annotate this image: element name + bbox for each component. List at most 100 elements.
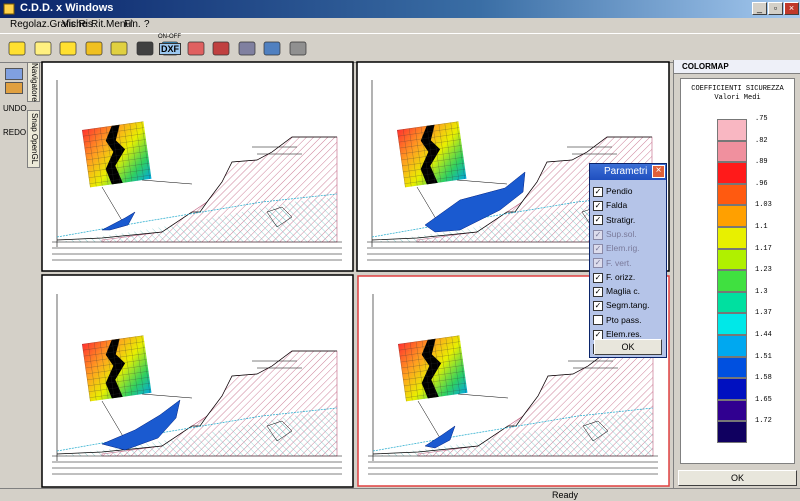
checkbox-item[interactable]: ✓ F. orizz.	[593, 271, 635, 283]
polygon	[424, 425, 456, 449]
app-icon	[3, 3, 15, 15]
dialog-ok[interactable]: OK	[594, 339, 662, 355]
color-swatch	[717, 248, 747, 271]
color-swatch	[717, 399, 747, 422]
tool-icon	[110, 41, 128, 56]
menu-item[interactable]: ?	[144, 19, 150, 30]
status-text: Ready	[552, 490, 579, 500]
panel-1[interactable]	[41, 61, 354, 272]
tool-icon	[187, 41, 204, 56]
window-title: C.D.D. x Windows	[20, 2, 114, 14]
sidebar-button[interactable]: REDO	[3, 128, 27, 137]
colormap-title: COEFFICIENTI SICUREZZA	[691, 85, 784, 93]
checkbox-label: Maglia c.	[606, 286, 641, 297]
level-label: 1.1	[755, 223, 768, 231]
checkbox-label: F. orizz.	[606, 271, 636, 282]
tool-button[interactable]	[210, 37, 232, 59]
checkbox[interactable]: ✓	[593, 201, 603, 212]
menu-item[interactable]: Regolaz.Grafiche	[10, 19, 88, 30]
checkbox-label: Pto pass.	[606, 314, 642, 325]
checkbox: ✓	[593, 243, 603, 254]
tool-button[interactable]	[134, 37, 156, 59]
menu-item[interactable]: Vis.Ris.	[62, 19, 96, 30]
toolbar-label: DXF	[159, 43, 181, 55]
menu-item[interactable]: Rit.Menu'	[91, 19, 133, 30]
menu-item[interactable]: Fin.	[124, 19, 141, 30]
minimize-button[interactable]: _	[752, 2, 767, 15]
rect	[85, 41, 102, 56]
level-label: 1.23	[755, 266, 772, 275]
tool-icon	[59, 41, 77, 56]
checkbox[interactable]: ✓	[593, 186, 603, 197]
level-label: .96	[755, 179, 768, 188]
checkbox-item[interactable]: ✓ Pendio	[593, 185, 632, 197]
tool-button[interactable]	[57, 37, 79, 59]
tool-button[interactable]	[108, 37, 130, 59]
dialog-close[interactable]: ×	[652, 165, 665, 178]
level-label: 1.72	[755, 417, 772, 426]
checkbox-item[interactable]: ✓ Segm.tang.	[593, 299, 649, 312]
colormap-body: COEFFICIENTI SICUREZZA Valori Medi .75 .8…	[680, 78, 795, 464]
color-swatch	[717, 421, 747, 443]
sidebar-icon[interactable]	[5, 68, 23, 80]
tool-icon	[289, 41, 306, 56]
toolbar-label: ON-OFF	[158, 34, 181, 40]
colormap-ok[interactable]: OK	[678, 470, 797, 486]
polygon	[424, 171, 526, 233]
maximize-button[interactable]: ▫	[768, 2, 783, 15]
color-swatch	[717, 183, 747, 206]
rect	[212, 41, 230, 56]
sidebar-tab[interactable]: Navigatore	[27, 62, 40, 102]
checkbox[interactable]: ✓	[593, 301, 603, 312]
checkbox-item[interactable]: ✓ Stratigr.	[593, 214, 635, 226]
sidebar-tab[interactable]: Snap OpenGL	[27, 110, 40, 168]
level-label: .89	[755, 158, 768, 167]
color-swatch	[717, 205, 747, 227]
tool-button[interactable]	[185, 37, 207, 59]
tool-button[interactable]	[32, 37, 54, 59]
rect	[34, 41, 51, 56]
checkbox-item: ✓ Sup.sol.	[593, 228, 637, 240]
tool-button[interactable]	[261, 37, 283, 59]
rect	[238, 41, 255, 56]
rect	[136, 41, 153, 56]
level-label: 1.17	[755, 244, 772, 253]
checkbox[interactable]: ✓	[593, 215, 603, 226]
color-swatch	[717, 356, 747, 379]
sidebar-icon[interactable]	[5, 82, 23, 94]
tool-button[interactable]	[236, 37, 258, 59]
level-label: 1.51	[755, 352, 772, 361]
checkbox-label: Sup.sol.	[606, 228, 637, 239]
tool-button[interactable]	[287, 37, 309, 59]
color-swatch	[717, 119, 747, 141]
dialog-title: Parametri	[604, 166, 648, 177]
color-swatch	[717, 335, 747, 357]
checkbox-item[interactable]: ✓ Maglia c.	[593, 285, 640, 297]
panel-3[interactable]	[41, 274, 354, 488]
checkbox: ✓	[593, 258, 603, 269]
color-swatch	[717, 313, 747, 335]
tool-icon	[8, 41, 26, 56]
close-button[interactable]: ×	[784, 2, 799, 15]
checkbox-label: Pendio	[606, 186, 633, 196]
polygon	[101, 399, 181, 451]
sidebar-button[interactable]: UNDO	[3, 104, 27, 113]
tool-icon	[136, 41, 153, 56]
checkbox[interactable]: ✓	[593, 286, 603, 297]
checkbox[interactable]	[593, 315, 603, 326]
checkbox-label: Elem.rig.	[606, 243, 640, 254]
rect	[3, 3, 15, 15]
drawing-area	[41, 61, 670, 488]
tool-button[interactable]	[6, 37, 28, 59]
checkbox-item[interactable]: ✓ Falda	[593, 199, 627, 212]
colormap-subtitle: Valori Medi	[714, 94, 761, 102]
level-label: 1.37	[755, 309, 772, 318]
checkbox-label: Elem.res.	[606, 329, 642, 339]
level-label: 1.65	[755, 395, 772, 404]
tool-button[interactable]	[83, 37, 105, 59]
level-label: .75	[755, 115, 768, 123]
sidebar: UNDO REDO Navigatore Snap OpenGL	[0, 62, 40, 488]
checkbox[interactable]: ✓	[593, 272, 603, 283]
checkbox-item[interactable]: Pto pass.	[593, 314, 641, 326]
